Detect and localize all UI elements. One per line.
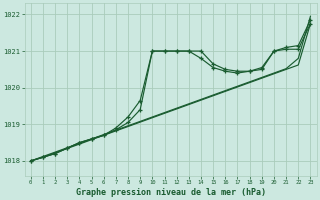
X-axis label: Graphe pression niveau de la mer (hPa): Graphe pression niveau de la mer (hPa) — [76, 188, 266, 197]
